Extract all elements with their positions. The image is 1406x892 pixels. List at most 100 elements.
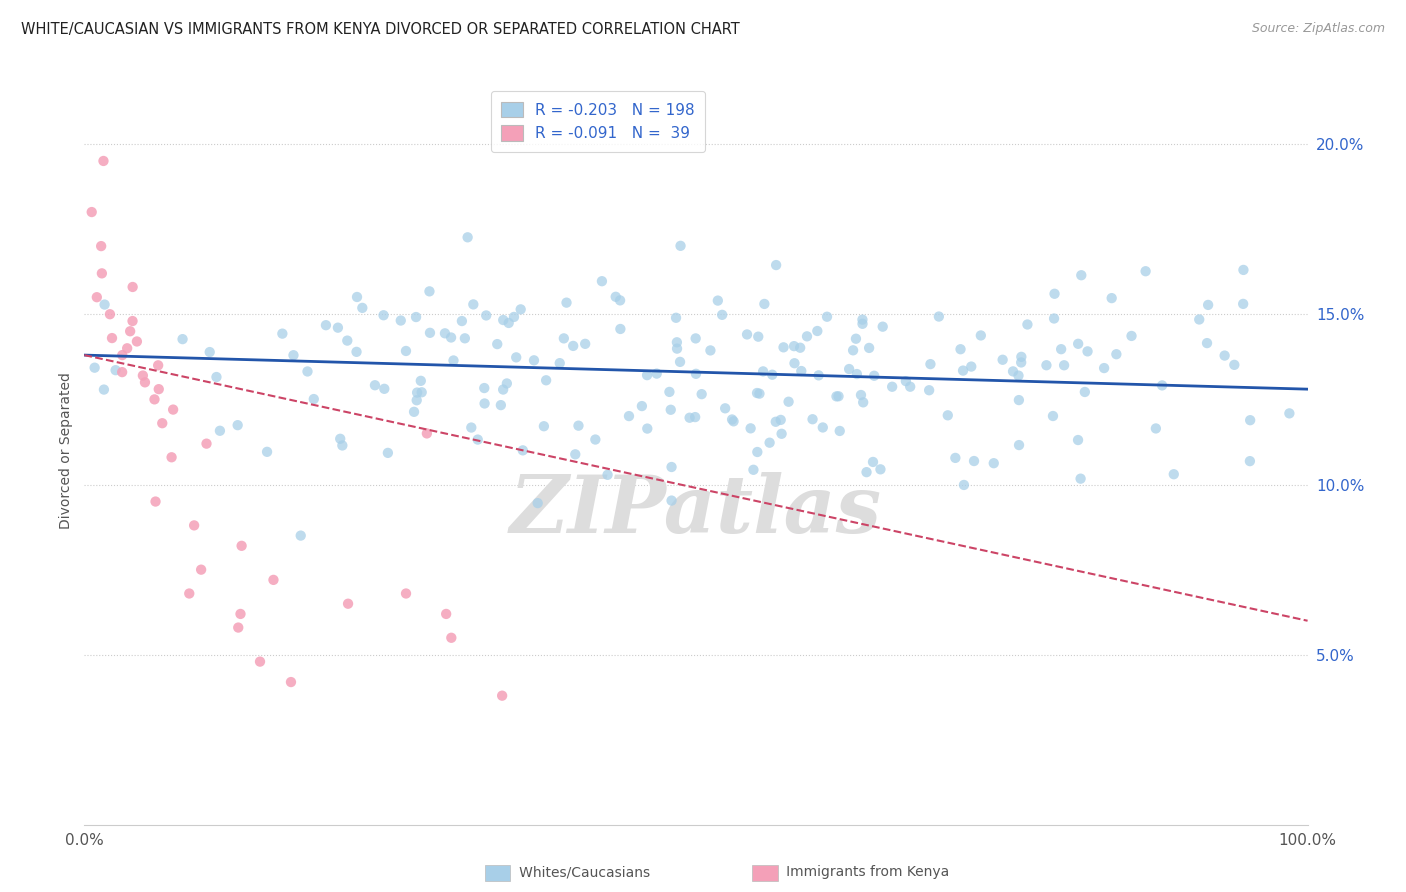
Point xyxy=(179,586,201,600)
Point xyxy=(882,380,904,394)
Point xyxy=(229,607,252,621)
Point xyxy=(405,393,427,408)
Point xyxy=(1278,406,1301,420)
Point xyxy=(395,343,418,358)
Point xyxy=(742,463,765,477)
Point xyxy=(845,367,868,381)
Point xyxy=(226,418,249,433)
Point xyxy=(790,364,813,378)
Point xyxy=(93,297,115,311)
Point xyxy=(346,344,368,359)
Point xyxy=(825,389,848,403)
Point xyxy=(1144,421,1167,435)
Point xyxy=(336,334,359,348)
Point xyxy=(869,462,891,476)
Point xyxy=(609,322,631,336)
Point xyxy=(104,363,127,377)
Point xyxy=(936,409,959,423)
Point xyxy=(827,389,849,403)
Point xyxy=(208,424,231,438)
Point xyxy=(754,297,776,311)
Text: Source: ZipAtlas.com: Source: ZipAtlas.com xyxy=(1251,22,1385,36)
Point xyxy=(148,382,170,396)
Point xyxy=(145,494,167,508)
Point xyxy=(475,309,498,323)
Point xyxy=(747,329,769,343)
Point xyxy=(562,339,585,353)
Point xyxy=(406,385,429,400)
Point xyxy=(1002,364,1025,378)
Point xyxy=(1042,409,1064,423)
Point xyxy=(553,331,575,345)
Point xyxy=(498,316,520,330)
Point xyxy=(852,395,875,409)
Legend: R = -0.203   N = 198, R = -0.091   N =  39: R = -0.203 N = 198, R = -0.091 N = 39 xyxy=(491,91,706,152)
Point xyxy=(492,383,515,397)
Point xyxy=(928,310,950,324)
Point xyxy=(418,285,440,299)
Point xyxy=(162,402,184,417)
Point xyxy=(330,438,353,452)
Point xyxy=(815,310,838,324)
Point xyxy=(567,418,589,433)
Point xyxy=(661,460,683,475)
Point xyxy=(120,324,142,338)
Point xyxy=(411,385,433,400)
Point xyxy=(283,348,305,362)
Point xyxy=(329,432,352,446)
Point xyxy=(495,376,517,391)
Point xyxy=(605,290,627,304)
Point xyxy=(389,313,412,327)
Point xyxy=(658,384,681,399)
Point xyxy=(1163,467,1185,482)
Point xyxy=(405,310,427,324)
Point xyxy=(745,386,768,401)
Point xyxy=(440,330,463,344)
Y-axis label: Divorced or Separated: Divorced or Separated xyxy=(59,372,73,529)
Point xyxy=(433,326,456,341)
Point xyxy=(1232,297,1254,311)
Point xyxy=(416,426,439,441)
Point xyxy=(842,343,865,358)
Point xyxy=(991,352,1014,367)
Point xyxy=(898,380,921,394)
Point xyxy=(770,426,793,441)
Point xyxy=(1008,393,1031,408)
Point xyxy=(1121,329,1143,343)
Point xyxy=(280,675,302,690)
Point xyxy=(395,586,418,600)
Point xyxy=(377,446,399,460)
Point xyxy=(894,374,917,388)
Point xyxy=(457,230,479,244)
Point xyxy=(636,368,658,383)
Point xyxy=(326,320,349,334)
Point xyxy=(596,467,619,482)
Point xyxy=(402,405,425,419)
Point xyxy=(707,293,730,308)
Point xyxy=(1101,291,1123,305)
Point xyxy=(1135,264,1157,278)
Point xyxy=(451,314,474,328)
Point xyxy=(460,420,482,434)
Point xyxy=(509,302,531,317)
Point xyxy=(690,387,713,401)
Point xyxy=(1008,438,1031,452)
Point xyxy=(486,337,509,351)
Point xyxy=(1017,318,1039,332)
Point xyxy=(631,399,654,413)
Point xyxy=(1067,336,1090,351)
Point xyxy=(346,290,368,304)
Point xyxy=(1010,350,1032,364)
Point xyxy=(1050,342,1073,356)
Point xyxy=(337,597,360,611)
Point xyxy=(769,413,792,427)
Point xyxy=(111,348,134,362)
Point xyxy=(952,363,974,377)
Point xyxy=(134,376,156,390)
Point xyxy=(548,356,571,370)
Text: Immigrants from Kenya: Immigrants from Kenya xyxy=(773,865,949,880)
Point xyxy=(505,351,527,365)
Point xyxy=(101,331,124,345)
Point xyxy=(665,335,688,350)
Point xyxy=(963,454,986,468)
